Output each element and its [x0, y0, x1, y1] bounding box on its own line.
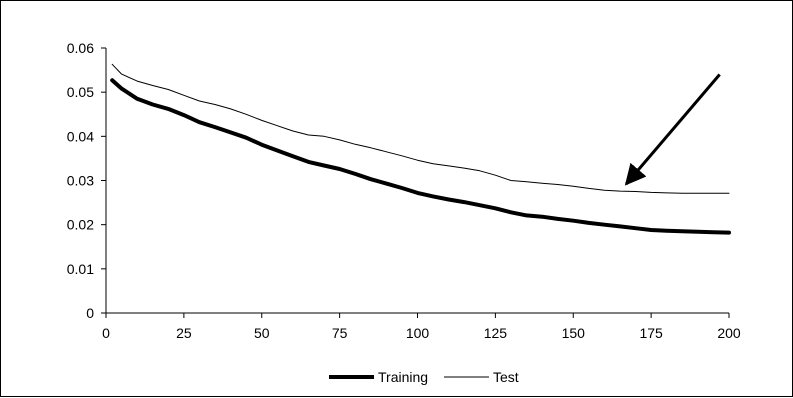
x-tick-label: 150: [562, 325, 586, 341]
series-line-training: [110, 78, 731, 235]
y-tick-label: 0.04: [67, 128, 94, 144]
y-tick-label: 0.06: [67, 40, 94, 56]
x-tick-label: 125: [484, 325, 508, 341]
annotation-arrow: [624, 73, 721, 186]
x-tick-label: 50: [254, 325, 270, 341]
y-tick-label: 0.05: [67, 84, 94, 100]
series-line-test: [111, 63, 730, 194]
x-tick-label: 200: [717, 325, 741, 341]
x-tick-label: 25: [176, 325, 192, 341]
y-tick-label: 0.03: [67, 173, 94, 189]
legend-label-test: Test: [493, 369, 519, 385]
x-tick-label: 175: [639, 325, 663, 341]
y-tick-label: 0.02: [67, 217, 94, 233]
y-tick-label: 0.01: [67, 261, 94, 277]
legend-label-training: Training: [378, 369, 428, 385]
x-tick-label: 100: [406, 325, 430, 341]
y-tick-label: 0: [86, 305, 94, 321]
x-tick-label: 0: [102, 325, 110, 341]
x-tick-label: 75: [332, 325, 348, 341]
